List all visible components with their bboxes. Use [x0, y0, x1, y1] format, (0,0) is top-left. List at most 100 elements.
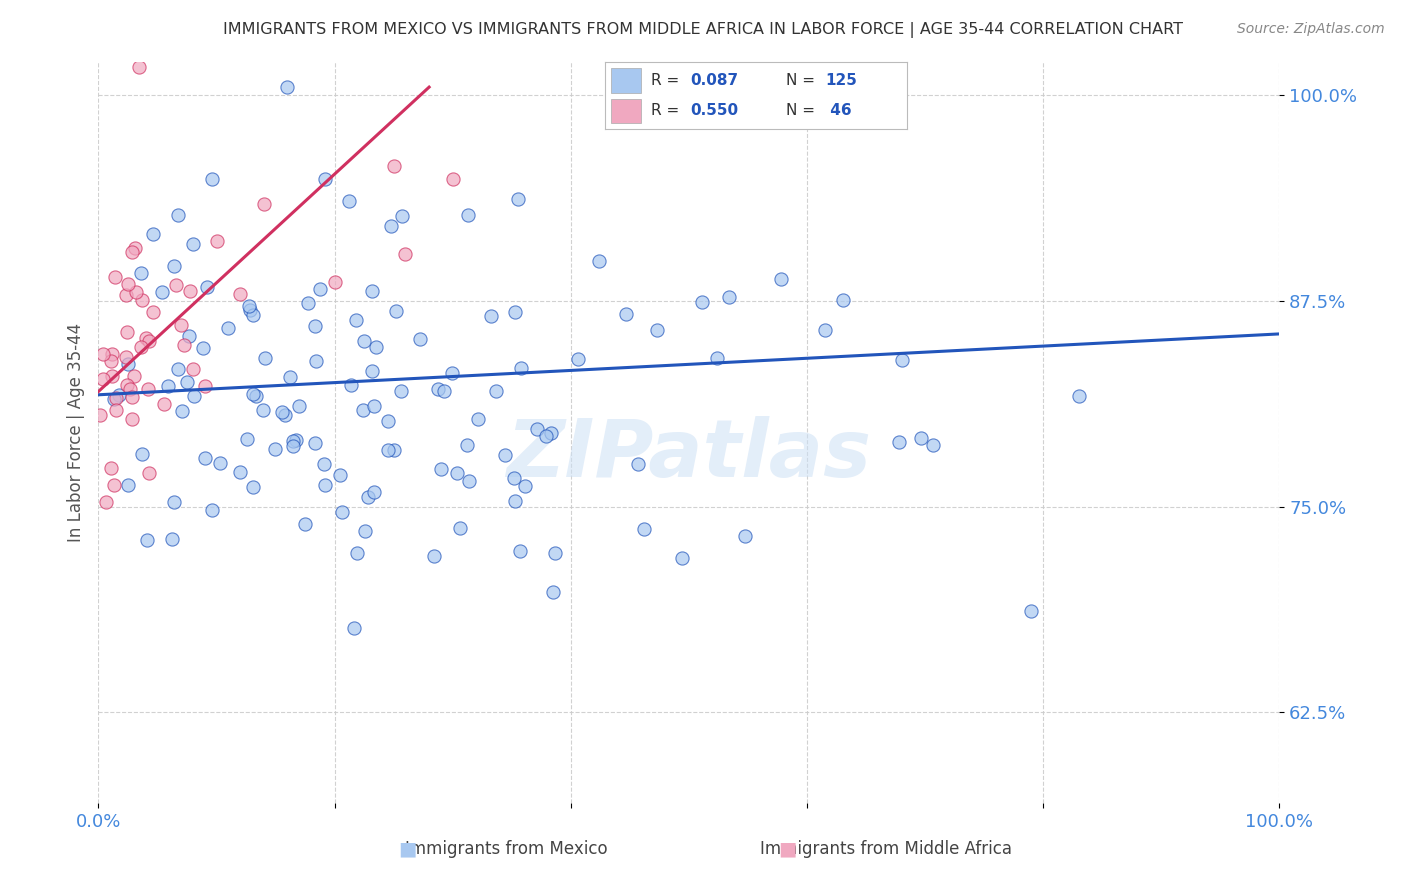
Point [103, 478, 125, 492]
Point [910, 431, 932, 445]
Point [427, 382, 450, 396]
Point [380, 219, 402, 233]
Point [167, 362, 190, 376]
Point [430, 462, 453, 476]
Point [831, 293, 853, 307]
Point [229, 465, 252, 479]
Text: N =: N = [786, 103, 820, 118]
Point [446, 466, 468, 480]
Point [205, 234, 228, 248]
Point [264, 442, 287, 456]
Point [323, 275, 346, 289]
Point [513, 479, 536, 493]
Point [534, 429, 557, 443]
Point [142, 227, 165, 241]
Point [389, 384, 412, 398]
Point [485, 384, 508, 398]
Point [382, 160, 405, 174]
Point [193, 341, 215, 355]
Point [129, 266, 152, 280]
Point [588, 254, 610, 268]
Point [242, 308, 264, 322]
Point [503, 494, 526, 508]
Point [176, 376, 198, 390]
Point [422, 549, 444, 563]
Point [115, 325, 138, 339]
Point [294, 516, 316, 531]
Point [353, 334, 375, 349]
Point [479, 310, 502, 324]
Point [177, 329, 200, 343]
Point [921, 438, 943, 452]
Point [165, 277, 187, 292]
Text: ZIPatlas: ZIPatlas [506, 416, 872, 494]
Point [138, 334, 160, 348]
Point [346, 546, 368, 560]
Point [734, 528, 756, 542]
Point [131, 447, 153, 461]
Point [194, 379, 217, 393]
Text: 46: 46 [825, 103, 852, 118]
Point [391, 209, 413, 223]
Point [242, 386, 264, 401]
Point [278, 369, 301, 384]
Point [354, 524, 377, 538]
Point [633, 522, 655, 536]
Point [103, 392, 125, 407]
Point [344, 313, 367, 327]
Point [201, 502, 224, 516]
Point [314, 172, 336, 186]
Point [124, 285, 146, 300]
Point [309, 282, 332, 296]
Point [456, 438, 478, 452]
Point [128, 60, 150, 74]
Point [690, 295, 713, 310]
Text: R =: R = [651, 72, 685, 87]
Point [242, 480, 264, 494]
Point [1069, 389, 1091, 403]
Point [671, 550, 693, 565]
Point [115, 378, 138, 392]
Point [304, 435, 326, 450]
Point [169, 318, 191, 332]
Point [229, 287, 252, 301]
Point [509, 543, 531, 558]
Point [170, 404, 193, 418]
Point [276, 80, 298, 95]
Point [150, 285, 173, 300]
Point [181, 236, 204, 251]
Point [626, 457, 648, 471]
Text: ■: ■ [398, 839, 418, 859]
Point [457, 208, 479, 222]
Text: Immigrants from Mexico: Immigrants from Mexico [405, 840, 607, 858]
Point [337, 194, 360, 209]
Point [104, 391, 127, 405]
Point [129, 340, 152, 354]
Point [91, 371, 114, 385]
Point [297, 296, 319, 310]
Point [287, 399, 309, 413]
Text: 125: 125 [825, 72, 858, 87]
Point [117, 478, 139, 492]
Text: ■: ■ [778, 839, 797, 859]
Point [343, 621, 366, 635]
Point [382, 443, 405, 458]
Point [281, 440, 304, 454]
Point [467, 412, 489, 426]
Point [89, 409, 111, 423]
Point [814, 323, 837, 337]
Text: 0.550: 0.550 [690, 103, 740, 118]
Point [363, 484, 385, 499]
Point [567, 352, 589, 367]
Point [541, 585, 564, 599]
Point [104, 402, 127, 417]
Point [121, 245, 143, 260]
Point [124, 241, 146, 255]
Point [385, 304, 408, 318]
Point [274, 408, 297, 422]
Point [503, 305, 526, 319]
Point [100, 368, 122, 383]
Point [252, 403, 274, 417]
Point [195, 280, 218, 294]
Point [312, 457, 335, 471]
